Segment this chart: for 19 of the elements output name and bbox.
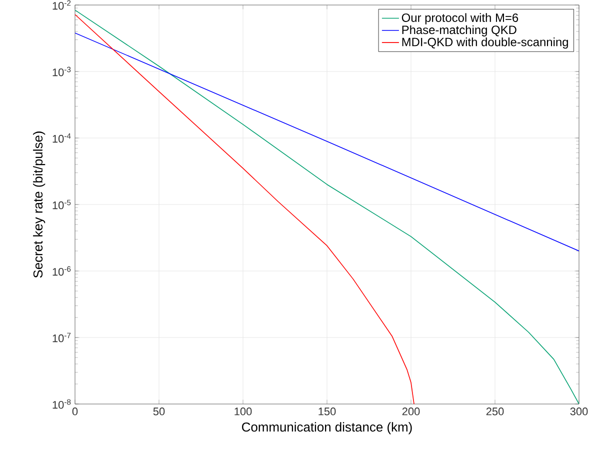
y-tick-label: 10$^{-8}$ <box>52 399 71 409</box>
x-tick-label: 50 <box>153 408 165 416</box>
y-tick-label: 10$^{-6}$ <box>52 266 71 276</box>
y-axis-title: Secret key rate (bit/pulse) <box>33 132 46 278</box>
x-tick-label: 0 <box>72 408 78 416</box>
y-tick-label: 10$^{-7}$ <box>52 332 71 342</box>
y-tick-label: 10$^{-3}$ <box>52 66 71 76</box>
x-tick-label: 300 <box>570 408 588 416</box>
legend-label: MDI-QKD with double-scanning <box>402 37 568 49</box>
legend-label: Our protocol with M=6 <box>402 13 518 24</box>
y-tick-label: 10$^{-5}$ <box>52 200 71 210</box>
legend-label: Phase-matching QKD <box>402 25 516 36</box>
x-tick-label: 200 <box>402 408 420 416</box>
x-tick-label: 250 <box>486 408 504 416</box>
y-tick-label: 10$^{-2}$ <box>52 0 71 10</box>
x-tick-label: 150 <box>318 408 336 416</box>
y-tick-label: 10$^{-4}$ <box>52 133 71 143</box>
x-tick-label: 100 <box>234 408 252 416</box>
x-axis-title: Communication distance (km) <box>242 422 412 434</box>
